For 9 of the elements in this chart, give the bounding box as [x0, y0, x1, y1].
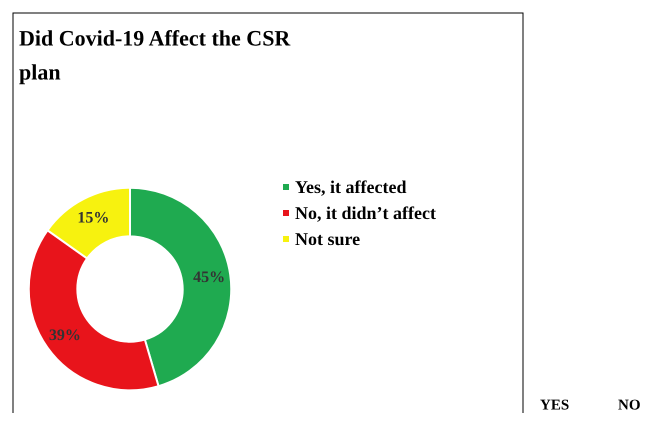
data-label: 39%: [48, 326, 81, 344]
chart-title: Did Covid-19 Affect the CSR plan: [19, 26, 292, 84]
text: YES: [540, 398, 570, 414]
data-label: 15%: [77, 209, 110, 226]
legend-label: Yes, it affected: [295, 177, 406, 197]
legend-label: No, it didn’t affect: [295, 203, 436, 223]
text: NO: [618, 398, 640, 414]
legend-label: Not sure: [295, 229, 360, 249]
data-label: 45%: [193, 269, 226, 286]
